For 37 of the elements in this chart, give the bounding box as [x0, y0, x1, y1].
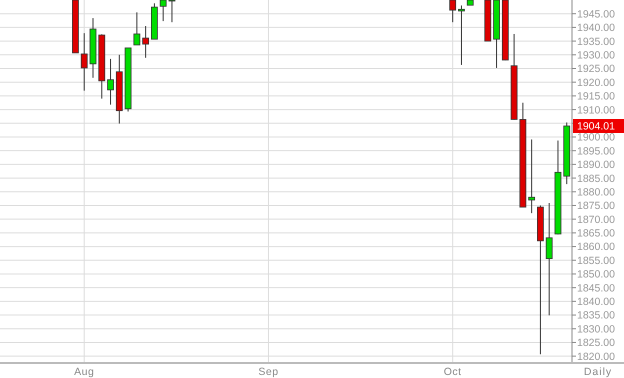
- y-tick-label: 1880.00: [577, 186, 616, 198]
- y-tick-label: 1885.00: [577, 172, 616, 185]
- y-tick-label: 1940.00: [577, 22, 616, 34]
- candlestick: [107, 58, 114, 106]
- y-tick-label: 1860.00: [577, 241, 616, 254]
- y-tick-label: 1895.00: [577, 145, 616, 158]
- x-tick-label: Sep: [258, 366, 279, 378]
- candlestick: [168, 0, 176, 23]
- y-tick-label: 1890.00: [577, 159, 616, 172]
- y-tick-label: 1900.00: [577, 132, 616, 144]
- y-tick-label: 1820.00: [577, 350, 616, 363]
- y-tick-label: 1850.00: [577, 268, 616, 281]
- y-tick-label: 1920.00: [577, 76, 616, 89]
- y-tick-label: 1855.00: [577, 254, 616, 267]
- y-tick-label: 1845.00: [577, 282, 616, 294]
- y-tick-label: 1875.00: [577, 200, 616, 212]
- candlestick: [546, 202, 553, 316]
- x-tick-label: Aug: [74, 366, 94, 378]
- y-tick-label: 1925.00: [577, 63, 616, 76]
- y-tick-label: 1830.00: [577, 323, 616, 336]
- candlestick: [160, 0, 167, 22]
- y-tick-label: 1935.00: [577, 36, 616, 48]
- x-axis-title: Daily: [584, 366, 612, 378]
- y-tick-label: 1835.00: [577, 310, 616, 322]
- y-tick-label: 1870.00: [577, 214, 616, 226]
- y-tick-label: 1915.00: [577, 90, 616, 103]
- text: 1904.01: [577, 120, 616, 133]
- candlestick: [449, 0, 456, 23]
- y-tick-label: 1930.00: [577, 49, 616, 62]
- y-tick-label: 1910.00: [577, 104, 616, 116]
- x-tick-label: Oct: [444, 366, 462, 378]
- y-tick-label: 1840.00: [577, 296, 616, 308]
- y-tick-label: 1865.00: [577, 228, 616, 240]
- y-tick-label: 1945.00: [577, 8, 616, 20]
- candlestick: [80, 32, 88, 92]
- y-tick-label: 1825.00: [577, 337, 616, 350]
- candlestick: [458, 4, 465, 66]
